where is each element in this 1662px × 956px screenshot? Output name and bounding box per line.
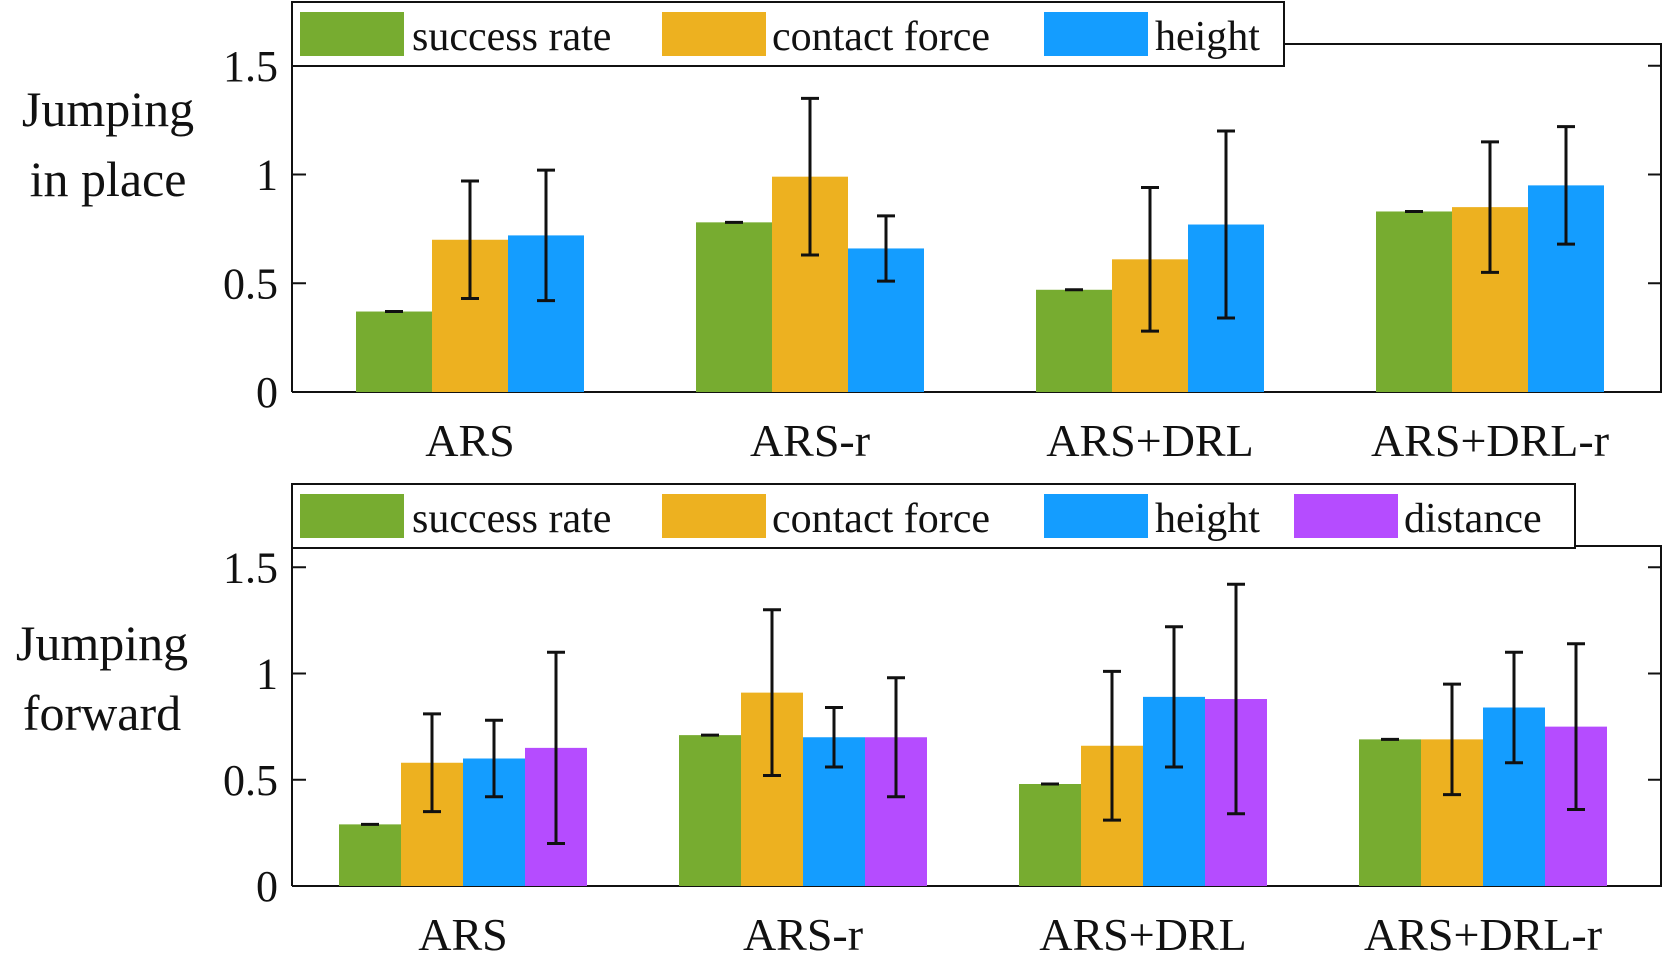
x-tick-label: ARS+DRL-r xyxy=(1371,415,1609,466)
y-tick-label: 1.5 xyxy=(223,543,278,592)
legend-label: success rate xyxy=(412,14,611,60)
legend: success rate contact force height distance xyxy=(291,483,1576,549)
x-tick-label: ARS xyxy=(425,415,514,466)
legend-label: height xyxy=(1155,14,1260,60)
y-tick-label: 0 xyxy=(256,368,278,417)
x-tick-label: ARS+DRL xyxy=(1039,909,1246,956)
bar-success-rate xyxy=(1019,784,1081,886)
legend-swatch xyxy=(1044,494,1148,538)
legend-label: contact force xyxy=(772,14,990,60)
row-label-line: Jumping xyxy=(22,81,194,137)
legend-label: height xyxy=(1155,496,1260,542)
legend-label: distance xyxy=(1404,496,1542,542)
x-tick-label: ARS-r xyxy=(750,415,870,466)
legend-swatch xyxy=(300,494,404,538)
y-tick-label: 0.5 xyxy=(223,756,278,805)
x-tick-label: ARS+DRL xyxy=(1046,415,1253,466)
legend-swatch xyxy=(300,12,404,56)
y-tick-label: 0.5 xyxy=(223,259,278,308)
legend: success rate contact force height xyxy=(291,1,1285,67)
y-tick-label: 1 xyxy=(256,650,278,699)
chart-panel-2: 0 0.5 1 1.5 Jumping forward ARS ARS-r ARS+DRL ARS… xyxy=(16,483,1662,956)
bar-success-rate xyxy=(339,824,401,886)
legend-label: contact force xyxy=(772,496,990,542)
y-tick-label: 0 xyxy=(256,862,278,911)
legend-label: success rate xyxy=(412,496,611,542)
bar-success-rate xyxy=(1036,289,1112,392)
bar-success-rate xyxy=(679,735,741,886)
row-label-line: Jumping xyxy=(16,615,188,671)
bar-success-rate xyxy=(1376,211,1452,392)
x-tick-label: ARS-r xyxy=(743,909,863,956)
y-tick-label: 1.5 xyxy=(223,42,278,91)
row-label-line: in place xyxy=(30,151,187,207)
bar-success-rate xyxy=(356,311,432,392)
legend-swatch xyxy=(1044,12,1148,56)
x-tick-label: ARS xyxy=(418,909,507,956)
y-tick-label: 1 xyxy=(256,151,278,200)
bar-success-rate xyxy=(1359,739,1421,886)
chart-panel-1: 0 0.5 1 1.5 Jumping in place ARS ARS-r ARS+DRL AR… xyxy=(22,1,1662,466)
legend-swatch xyxy=(662,494,766,538)
legend-swatch xyxy=(662,12,766,56)
x-tick-label: ARS+DRL-r xyxy=(1364,909,1602,956)
bar-success-rate xyxy=(696,222,772,392)
legend-swatch xyxy=(1294,494,1398,538)
row-label-line: forward xyxy=(23,685,181,741)
